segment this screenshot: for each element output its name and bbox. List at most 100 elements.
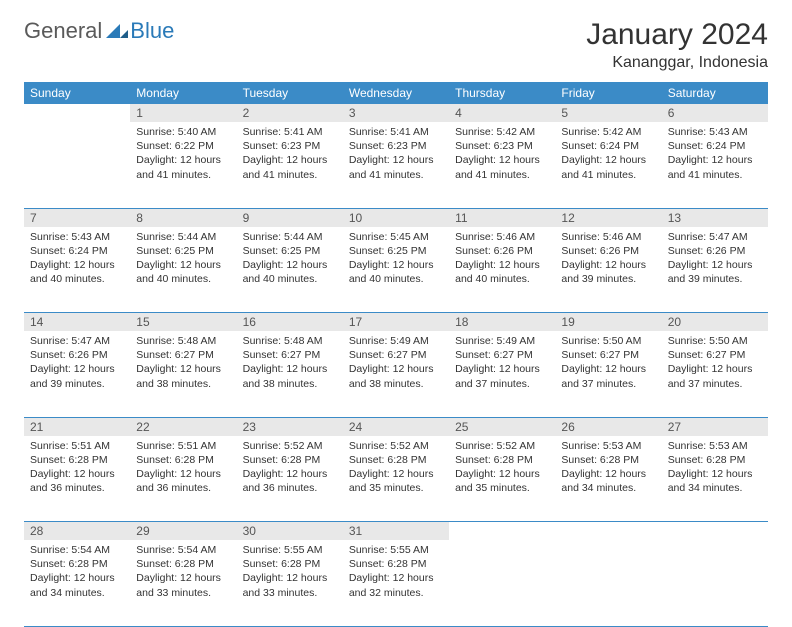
day-number-cell: 25 [449, 417, 555, 436]
sunset-line: Sunset: 6:23 PM [243, 139, 337, 153]
day-body-cell: Sunrise: 5:52 AMSunset: 6:28 PMDaylight:… [237, 436, 343, 522]
daylight-line: Daylight: 12 hours and 38 minutes. [243, 362, 337, 390]
sunset-line: Sunset: 6:24 PM [668, 139, 762, 153]
day-info: Sunrise: 5:46 AMSunset: 6:26 PMDaylight:… [555, 227, 661, 293]
sunset-line: Sunset: 6:28 PM [455, 453, 549, 467]
daylight-line: Daylight: 12 hours and 37 minutes. [455, 362, 549, 390]
sunset-line: Sunset: 6:26 PM [668, 244, 762, 258]
daylight-line: Daylight: 12 hours and 41 minutes. [561, 153, 655, 181]
day-body-cell: Sunrise: 5:49 AMSunset: 6:27 PMDaylight:… [449, 331, 555, 417]
sunset-line: Sunset: 6:28 PM [349, 557, 443, 571]
sunset-line: Sunset: 6:28 PM [243, 557, 337, 571]
day-number: 28 [30, 524, 43, 538]
day-number-cell: 12 [555, 208, 661, 227]
weekday-header: Sunday [24, 82, 130, 104]
daylight-line: Daylight: 12 hours and 35 minutes. [455, 467, 549, 495]
day-info: Sunrise: 5:54 AMSunset: 6:28 PMDaylight:… [130, 540, 236, 606]
sunrise-line: Sunrise: 5:52 AM [349, 439, 443, 453]
sunrise-line: Sunrise: 5:46 AM [561, 230, 655, 244]
day-body-cell: Sunrise: 5:43 AMSunset: 6:24 PMDaylight:… [24, 227, 130, 313]
sunrise-line: Sunrise: 5:53 AM [668, 439, 762, 453]
day-info: Sunrise: 5:47 AMSunset: 6:26 PMDaylight:… [24, 331, 130, 397]
day-body-cell: Sunrise: 5:54 AMSunset: 6:28 PMDaylight:… [130, 540, 236, 626]
day-body-cell: Sunrise: 5:49 AMSunset: 6:27 PMDaylight:… [343, 331, 449, 417]
day-info: Sunrise: 5:53 AMSunset: 6:28 PMDaylight:… [555, 436, 661, 502]
day-number: 26 [561, 420, 574, 434]
day-info: Sunrise: 5:47 AMSunset: 6:26 PMDaylight:… [662, 227, 768, 293]
day-number: 7 [30, 211, 37, 225]
day-number-cell: 3 [343, 104, 449, 122]
sunset-line: Sunset: 6:28 PM [243, 453, 337, 467]
day-body-cell: Sunrise: 5:50 AMSunset: 6:27 PMDaylight:… [662, 331, 768, 417]
sunset-line: Sunset: 6:23 PM [349, 139, 443, 153]
day-info: Sunrise: 5:51 AMSunset: 6:28 PMDaylight:… [130, 436, 236, 502]
day-body-cell: Sunrise: 5:53 AMSunset: 6:28 PMDaylight:… [555, 436, 661, 522]
day-body-cell: Sunrise: 5:47 AMSunset: 6:26 PMDaylight:… [662, 227, 768, 313]
day-number: 31 [349, 524, 362, 538]
day-number: 9 [243, 211, 250, 225]
sunset-line: Sunset: 6:27 PM [243, 348, 337, 362]
logo-triangle-icon [106, 24, 128, 38]
day-body-cell [662, 540, 768, 626]
day-body-row: Sunrise: 5:47 AMSunset: 6:26 PMDaylight:… [24, 331, 768, 417]
daylight-line: Daylight: 12 hours and 36 minutes. [243, 467, 337, 495]
daylight-line: Daylight: 12 hours and 32 minutes. [349, 571, 443, 599]
day-info: Sunrise: 5:40 AMSunset: 6:22 PMDaylight:… [130, 122, 236, 188]
day-number: 19 [561, 315, 574, 329]
day-number: 8 [136, 211, 143, 225]
day-number: 22 [136, 420, 149, 434]
day-info: Sunrise: 5:44 AMSunset: 6:25 PMDaylight:… [237, 227, 343, 293]
day-body-cell: Sunrise: 5:48 AMSunset: 6:27 PMDaylight:… [130, 331, 236, 417]
day-number-cell: 19 [555, 313, 661, 332]
day-number-cell [555, 522, 661, 541]
daylight-line: Daylight: 12 hours and 34 minutes. [561, 467, 655, 495]
daylight-line: Daylight: 12 hours and 40 minutes. [243, 258, 337, 286]
day-number: 25 [455, 420, 468, 434]
sunrise-line: Sunrise: 5:53 AM [561, 439, 655, 453]
day-number: 13 [668, 211, 681, 225]
day-number-cell: 15 [130, 313, 236, 332]
day-number: 5 [561, 106, 568, 120]
sunset-line: Sunset: 6:25 PM [243, 244, 337, 258]
day-body-cell: Sunrise: 5:46 AMSunset: 6:26 PMDaylight:… [555, 227, 661, 313]
day-info: Sunrise: 5:50 AMSunset: 6:27 PMDaylight:… [662, 331, 768, 397]
day-info: Sunrise: 5:55 AMSunset: 6:28 PMDaylight:… [237, 540, 343, 606]
sunrise-line: Sunrise: 5:40 AM [136, 125, 230, 139]
day-body-row: Sunrise: 5:43 AMSunset: 6:24 PMDaylight:… [24, 227, 768, 313]
sunset-line: Sunset: 6:28 PM [136, 453, 230, 467]
day-number: 18 [455, 315, 468, 329]
day-number-cell: 31 [343, 522, 449, 541]
sunrise-line: Sunrise: 5:43 AM [668, 125, 762, 139]
title-block: January 2024 Kananggar, Indonesia [586, 18, 768, 72]
sunrise-line: Sunrise: 5:55 AM [243, 543, 337, 557]
day-info: Sunrise: 5:45 AMSunset: 6:25 PMDaylight:… [343, 227, 449, 293]
day-info: Sunrise: 5:52 AMSunset: 6:28 PMDaylight:… [449, 436, 555, 502]
daylight-line: Daylight: 12 hours and 34 minutes. [668, 467, 762, 495]
sunset-line: Sunset: 6:26 PM [561, 244, 655, 258]
sunrise-line: Sunrise: 5:49 AM [455, 334, 549, 348]
daylight-line: Daylight: 12 hours and 38 minutes. [136, 362, 230, 390]
sunrise-line: Sunrise: 5:51 AM [30, 439, 124, 453]
day-number: 27 [668, 420, 681, 434]
day-body-cell: Sunrise: 5:54 AMSunset: 6:28 PMDaylight:… [24, 540, 130, 626]
daylight-line: Daylight: 12 hours and 39 minutes. [30, 362, 124, 390]
day-body-cell: Sunrise: 5:42 AMSunset: 6:23 PMDaylight:… [449, 122, 555, 208]
day-number: 14 [30, 315, 43, 329]
sunrise-line: Sunrise: 5:54 AM [30, 543, 124, 557]
sunset-line: Sunset: 6:23 PM [455, 139, 549, 153]
day-body-cell: Sunrise: 5:51 AMSunset: 6:28 PMDaylight:… [130, 436, 236, 522]
sunrise-line: Sunrise: 5:48 AM [243, 334, 337, 348]
day-number-row: 14151617181920 [24, 313, 768, 332]
daylight-line: Daylight: 12 hours and 37 minutes. [668, 362, 762, 390]
day-info: Sunrise: 5:53 AMSunset: 6:28 PMDaylight:… [662, 436, 768, 502]
day-number: 21 [30, 420, 43, 434]
sunset-line: Sunset: 6:27 PM [561, 348, 655, 362]
sunrise-line: Sunrise: 5:41 AM [349, 125, 443, 139]
sunrise-line: Sunrise: 5:43 AM [30, 230, 124, 244]
day-body-cell [24, 122, 130, 208]
day-info: Sunrise: 5:48 AMSunset: 6:27 PMDaylight:… [237, 331, 343, 397]
sunset-line: Sunset: 6:25 PM [349, 244, 443, 258]
weekday-header: Friday [555, 82, 661, 104]
sunrise-line: Sunrise: 5:42 AM [561, 125, 655, 139]
day-number-cell: 23 [237, 417, 343, 436]
